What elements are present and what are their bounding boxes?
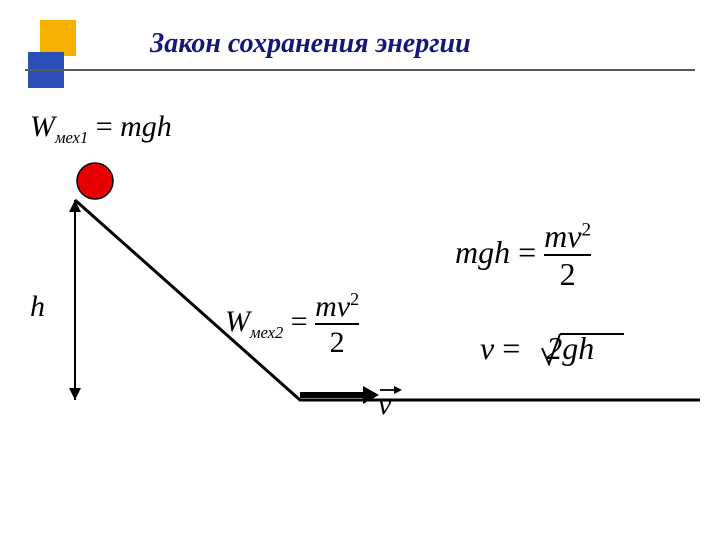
W2-num-exp: 2: [350, 289, 359, 309]
v-eq: =: [494, 330, 528, 366]
formula-W1: Wмех1 = mgh: [30, 110, 172, 148]
W1-sub: мех1: [55, 128, 88, 147]
label-h: h: [30, 290, 45, 324]
formula-main: mgh = mv2 2: [455, 220, 591, 291]
v-vector-overline-head: [394, 386, 402, 394]
v-lhs: v: [480, 330, 494, 366]
W2-eq: =: [283, 305, 315, 338]
main-frac: mv2 2: [544, 220, 591, 291]
formula-W2: Wмех2 = mv2 2: [225, 290, 359, 358]
main-den: 2: [544, 254, 591, 292]
v-rhs: 2gh: [546, 330, 594, 366]
W2-num-a: mv: [315, 290, 350, 323]
W1-eq: =: [88, 110, 120, 143]
main-eq: =: [510, 234, 544, 270]
ball: [77, 163, 113, 199]
page-title: Закон сохранения энергии: [150, 28, 471, 60]
W1-W: W: [30, 110, 55, 143]
incline-line: [75, 200, 700, 400]
diagram-stage: Закон сохранения энергии h v Wмех1 = mgh…: [0, 0, 720, 540]
W2-W: W: [225, 305, 250, 338]
main-lhs: mgh: [455, 234, 510, 270]
main-num-exp: 2: [581, 219, 591, 240]
label-v: v: [378, 388, 391, 422]
W2-frac: mv2 2: [315, 290, 359, 358]
W2-den: 2: [315, 323, 359, 359]
height-arrow-head-bottom: [69, 388, 81, 400]
diagram-svg: [0, 0, 720, 540]
W1-rhs: mgh: [120, 110, 172, 143]
main-num-a: mv: [544, 218, 581, 254]
formula-v: v = 2gh: [480, 330, 594, 367]
decor-yellow-rect: [40, 20, 76, 56]
W2-sub: мех2: [250, 323, 283, 342]
